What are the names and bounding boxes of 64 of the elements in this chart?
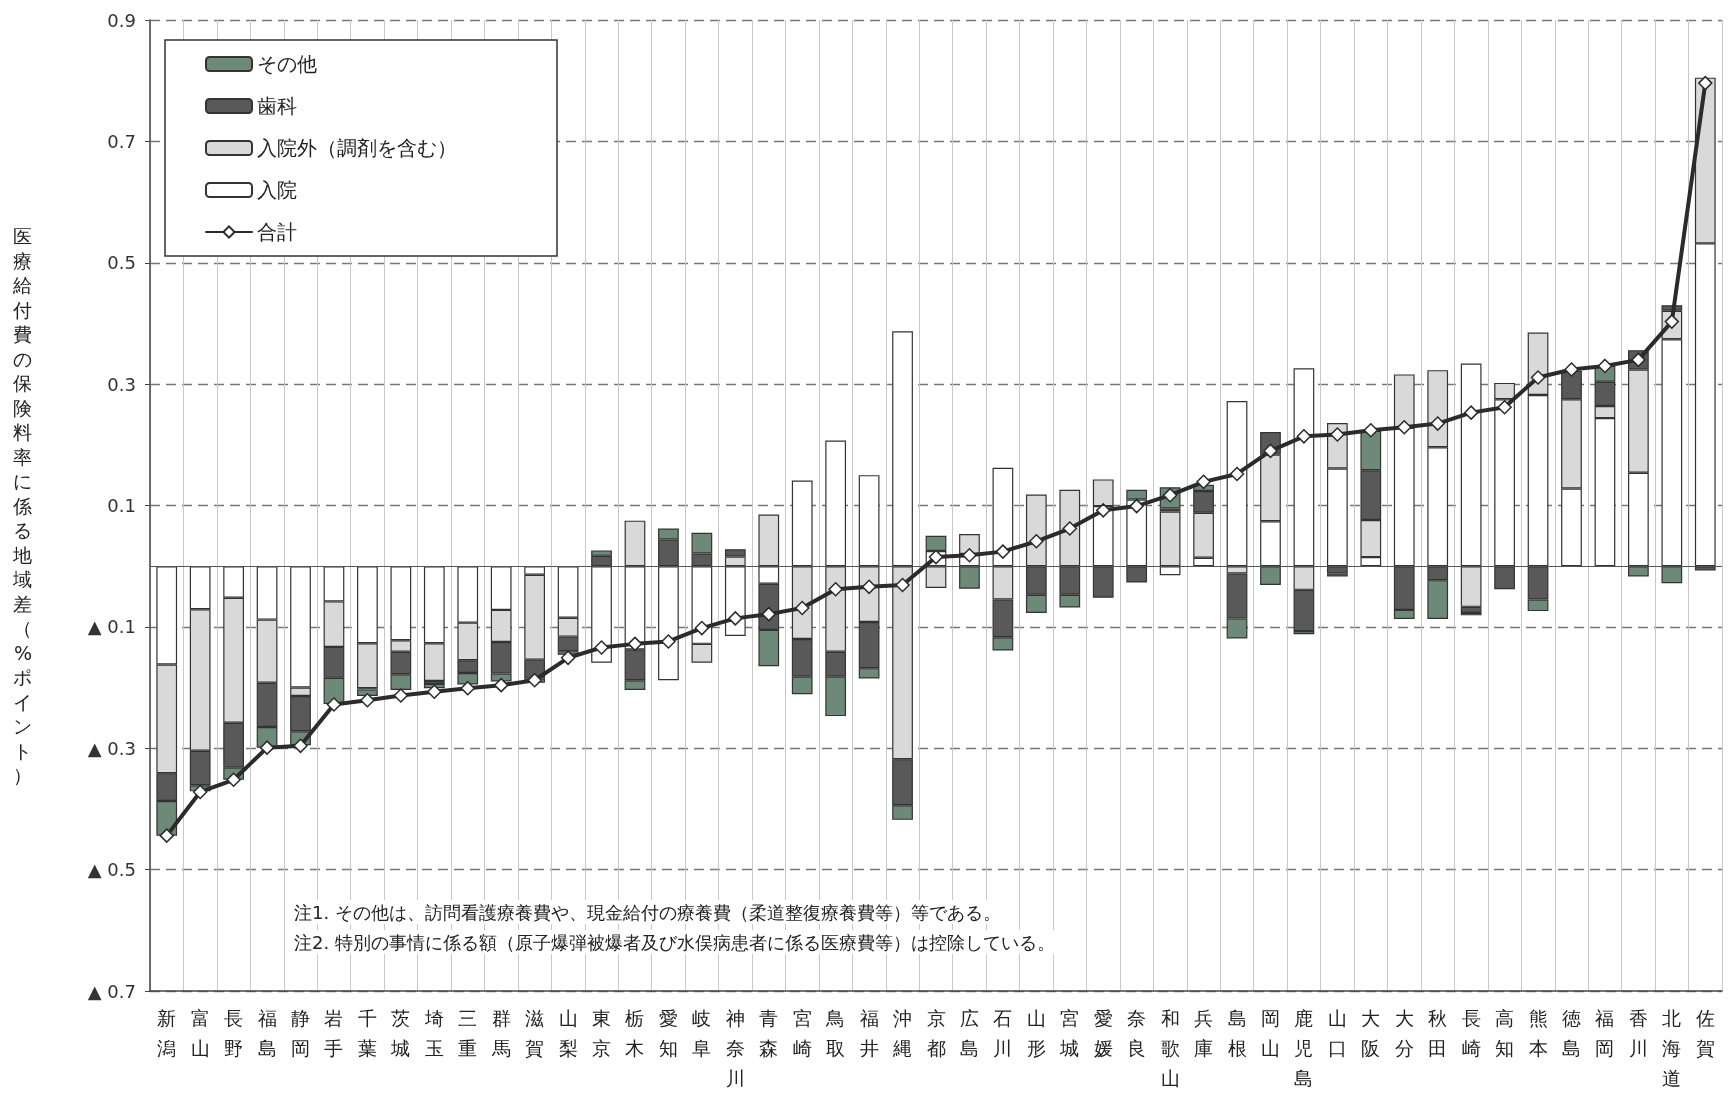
x-tick-label: 山口 bbox=[1327, 1007, 1347, 1059]
x-tick-label: 静岡 bbox=[291, 1007, 311, 1059]
x-tick-label: 福井 bbox=[859, 1007, 879, 1059]
x-tick-label: 秋田 bbox=[1428, 1007, 1448, 1059]
x-tick-label: 石川 bbox=[993, 1007, 1013, 1059]
x-tick-label: 山形 bbox=[1026, 1007, 1046, 1059]
x-tick-label: 群馬 bbox=[490, 1007, 511, 1059]
annotation: 注1. その他は、訪問看護療養費や、現金給付の療養費（柔道整復療養費等）等である。 bbox=[294, 901, 1001, 923]
x-tick-label: 青森 bbox=[759, 1007, 779, 1059]
x-tick-label: 愛媛 bbox=[1093, 1007, 1113, 1059]
x-tick-label: 北海道 bbox=[1662, 1007, 1682, 1089]
legend-label: 歯科 bbox=[257, 94, 297, 118]
x-tick-label: 三重 bbox=[458, 1007, 478, 1059]
x-tick-label: 岩手 bbox=[324, 1007, 344, 1059]
x-tick-label: 鳥取 bbox=[825, 1007, 846, 1059]
y-tick-label: 0.7 bbox=[107, 130, 136, 152]
x-tick-label: 山梨 bbox=[558, 1007, 578, 1059]
y-tick-label: 0.9 bbox=[107, 9, 136, 31]
y-tick-label: ▲ 0.7 bbox=[87, 980, 136, 1002]
y-tick-label: 0.1 bbox=[107, 495, 136, 516]
x-tick-label: 茨城 bbox=[390, 1007, 411, 1059]
x-tick-label: 長崎 bbox=[1461, 1007, 1481, 1059]
text: 医療給付費の保険料率に係る地域差（%ポイント） bbox=[13, 225, 32, 786]
x-tick-label: 島根 bbox=[1227, 1007, 1247, 1059]
x-tick-label: 岐阜 bbox=[692, 1007, 712, 1059]
x-tick-label: 宮城 bbox=[1059, 1007, 1080, 1059]
x-tick-label: 高知 bbox=[1495, 1007, 1515, 1059]
y-tick-label: 0.3 bbox=[107, 373, 136, 395]
x-tick-label: 神奈川 bbox=[725, 1007, 745, 1089]
x-tick-label: 兵庫 bbox=[1194, 1007, 1214, 1059]
x-tick-label: 東京 bbox=[592, 1007, 612, 1059]
annotation: 注2. 特別の事情に係る額（原子爆弾被爆者及び水俣病患者に係る医療費等）は控除している。 bbox=[294, 931, 1055, 953]
x-tick-label: 新潟 bbox=[157, 1007, 177, 1059]
y-tick-label: ▲ 0.5 bbox=[87, 859, 136, 881]
y-tick-label: 0.5 bbox=[107, 252, 136, 274]
x-tick-label: 熊本 bbox=[1528, 1007, 1548, 1059]
x-tick-label: 福岡 bbox=[1595, 1007, 1615, 1059]
x-tick-label: 和歌山 bbox=[1160, 1007, 1180, 1089]
x-tick-label: 埼玉 bbox=[423, 1007, 444, 1059]
legend-label: 入院外（調剤を含む） bbox=[257, 136, 457, 160]
y-tick-label: ▲ 0.1 bbox=[87, 616, 136, 638]
x-tick-label: 福島 bbox=[257, 1007, 277, 1059]
x-tick-label: 大分 bbox=[1394, 1007, 1414, 1059]
x-tick-label: 愛知 bbox=[658, 1007, 678, 1059]
x-tick-label: 千葉 bbox=[357, 1007, 377, 1059]
x-tick-label: 大阪 bbox=[1361, 1007, 1381, 1059]
x-tick-label: 佐賀 bbox=[1695, 1007, 1715, 1059]
x-tick-label: 栃木 bbox=[625, 1007, 645, 1059]
x-tick-label: 富山 bbox=[190, 1007, 210, 1059]
x-tick-label: 奈良 bbox=[1127, 1007, 1147, 1059]
x-tick-label: 広島 bbox=[959, 1007, 979, 1059]
legend-label: 入院 bbox=[257, 178, 297, 202]
x-tick-label: 岡山 bbox=[1260, 1007, 1280, 1059]
legend-label: その他 bbox=[257, 52, 317, 76]
x-tick-label: 鹿児島 bbox=[1294, 1007, 1314, 1089]
x-tick-label: 長野 bbox=[224, 1007, 244, 1059]
x-tick-label: 宮崎 bbox=[792, 1007, 812, 1059]
legend-label: 合計 bbox=[257, 220, 297, 244]
y-tick-label: ▲ 0.3 bbox=[87, 737, 136, 759]
x-tick-label: 沖縄 bbox=[892, 1007, 913, 1059]
x-tick-label: 徳島 bbox=[1561, 1007, 1581, 1059]
x-tick-label: 滋賀 bbox=[525, 1007, 545, 1059]
x-tick-label: 京都 bbox=[926, 1007, 946, 1059]
x-tick-label: 香川 bbox=[1628, 1007, 1648, 1059]
